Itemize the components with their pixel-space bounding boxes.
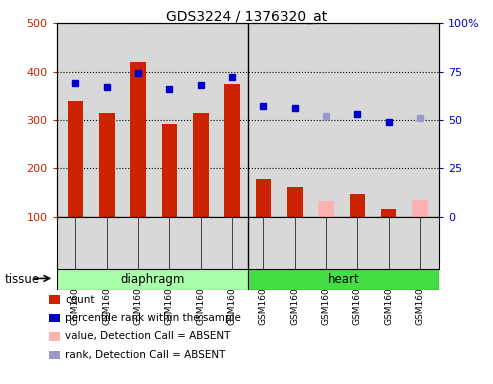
Bar [193,113,209,217]
Bar [381,209,396,217]
Text: value, Detection Call = ABSENT: value, Detection Call = ABSENT [65,331,230,341]
Bar [57,269,247,290]
Text: heart: heart [327,273,359,286]
Bar [162,124,177,217]
Text: diaphragm: diaphragm [120,273,184,286]
Text: percentile rank within the sample: percentile rank within the sample [65,313,241,323]
Bar [68,101,83,217]
Bar [255,179,271,217]
Bar [224,84,240,217]
Bar [350,194,365,217]
Bar [130,62,146,217]
Bar [287,187,303,217]
Text: tissue: tissue [5,273,40,286]
Text: count: count [65,295,95,305]
Text: rank, Detection Call = ABSENT: rank, Detection Call = ABSENT [65,350,225,360]
Bar [318,201,334,217]
Bar [99,113,115,217]
Text: GDS3224 / 1376320_at: GDS3224 / 1376320_at [166,10,327,23]
Bar [247,269,439,290]
Bar [412,200,428,217]
